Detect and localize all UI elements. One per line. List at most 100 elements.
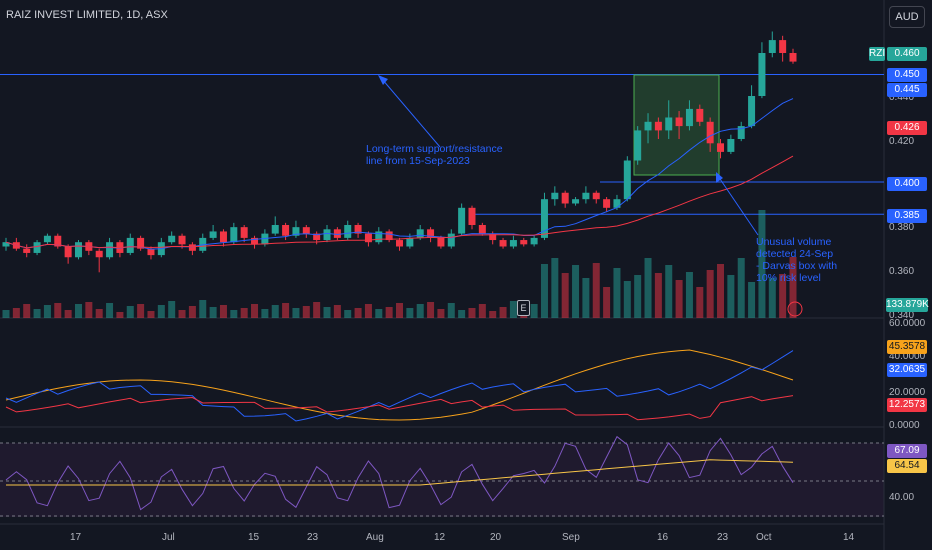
time-label: 23 xyxy=(307,532,319,543)
candle xyxy=(613,199,621,208)
volume-bar xyxy=(717,264,725,318)
macd-tick: 40.0000 xyxy=(889,351,926,362)
volume-bar xyxy=(137,304,145,318)
volume-bar xyxy=(768,278,776,318)
volume-bar xyxy=(323,307,331,318)
volume-bar xyxy=(95,309,103,318)
price-tick: 0.440 xyxy=(889,92,915,103)
volume-bar xyxy=(157,305,165,318)
adx-line xyxy=(5,349,794,421)
time-label: 16 xyxy=(657,532,669,543)
time-label: Sep xyxy=(562,532,580,543)
volume-bar xyxy=(116,312,124,318)
volume-bar xyxy=(530,304,538,318)
macd-tag: 12.2573 xyxy=(887,398,927,412)
candle xyxy=(230,227,238,243)
candle xyxy=(727,139,735,152)
volume-bar xyxy=(33,309,41,318)
volume-bar xyxy=(385,307,393,318)
candle xyxy=(675,117,683,127)
volume-bar xyxy=(43,305,51,318)
volume-bar xyxy=(685,272,693,318)
volume-bar xyxy=(696,287,704,318)
candle xyxy=(447,233,455,247)
rsi-band xyxy=(0,443,884,517)
candle xyxy=(748,96,756,127)
alert-icon xyxy=(787,301,803,317)
time-label: 12 xyxy=(434,532,446,543)
volume-bar xyxy=(74,304,82,318)
candle xyxy=(74,242,82,258)
candle xyxy=(592,192,600,200)
volume-bar xyxy=(344,310,352,318)
level-tag: 0.400 xyxy=(887,177,927,191)
earnings-badge[interactable]: E xyxy=(517,300,530,316)
candle xyxy=(43,235,51,243)
macd-tag: 45.3578 xyxy=(887,340,927,354)
volume-bar xyxy=(199,300,207,318)
volume-bar xyxy=(509,301,517,318)
candle xyxy=(323,229,331,241)
volume-bar xyxy=(209,307,217,318)
candle xyxy=(789,53,797,62)
volume-bar xyxy=(271,305,279,318)
rsi-ma-line xyxy=(6,459,794,486)
time-label: 14 xyxy=(843,532,855,543)
volume-tag: 133.879K xyxy=(886,298,929,312)
price-tick: 0.380 xyxy=(889,222,915,233)
candle xyxy=(302,227,310,234)
candle xyxy=(427,229,435,238)
volume-bar xyxy=(364,304,372,318)
price-tick: 0.340 xyxy=(889,310,915,321)
volume-bar xyxy=(85,302,93,318)
candle xyxy=(219,231,227,243)
volume-bar xyxy=(261,309,269,318)
macd-tick: 0.0000 xyxy=(889,420,920,431)
volume-bar xyxy=(354,308,362,318)
candle xyxy=(768,40,776,53)
volume-bar xyxy=(644,258,652,318)
candle xyxy=(137,237,145,249)
volume-bar xyxy=(313,302,321,318)
candle xyxy=(354,225,362,234)
volume-bar xyxy=(572,265,580,318)
candle xyxy=(178,235,186,245)
candle xyxy=(685,108,693,127)
candle xyxy=(251,237,259,245)
candle xyxy=(282,225,290,236)
candle xyxy=(333,229,341,238)
currency-button[interactable]: AUD xyxy=(889,6,925,28)
candle xyxy=(468,207,476,225)
price-tick: 0.420 xyxy=(889,136,915,147)
candle xyxy=(33,242,41,253)
volume-bar xyxy=(292,308,300,318)
candle xyxy=(758,53,766,96)
candle xyxy=(582,192,590,200)
time-label: Jul xyxy=(162,532,175,543)
volume-bar xyxy=(178,310,186,318)
symbol-title[interactable]: RAIZ INVEST LIMITED, 1D, ASX xyxy=(6,9,168,21)
macd-tick: 20.0000 xyxy=(889,387,926,398)
candle xyxy=(634,130,642,161)
annotation-arrow xyxy=(717,175,759,236)
candle xyxy=(2,242,10,247)
candle xyxy=(561,192,569,204)
ma-slow-line xyxy=(5,155,794,249)
volume-bar xyxy=(737,258,745,318)
arrow-head xyxy=(716,172,723,183)
symbol-tag: RZI xyxy=(869,47,886,61)
volume-bar xyxy=(489,311,497,318)
rsi-line xyxy=(5,435,794,511)
candle xyxy=(644,121,652,131)
candle xyxy=(406,237,414,247)
rsi-tag: 67.09 xyxy=(887,444,927,458)
candle xyxy=(385,231,393,241)
volume-bar xyxy=(168,301,176,318)
candle xyxy=(499,240,507,247)
ma-slow-tag: 0.426 xyxy=(887,121,927,135)
volume-bar xyxy=(447,303,455,318)
annotation-arrow xyxy=(381,78,441,148)
volume-bar xyxy=(64,310,72,318)
volume-bar xyxy=(396,303,403,318)
